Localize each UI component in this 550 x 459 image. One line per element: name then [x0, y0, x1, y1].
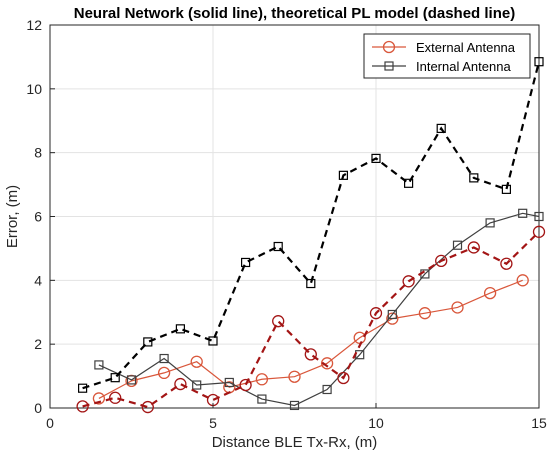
x-tick-label: 0	[46, 415, 54, 431]
data-point	[77, 383, 88, 393]
series-line	[82, 231, 540, 409]
series-nn-internal-antenna	[94, 208, 544, 411]
data-point	[273, 241, 283, 252]
x-tick-label: 5	[209, 415, 217, 431]
grid	[50, 25, 539, 408]
tick-labels: 0 5 10 15 0 2 4 6 8 10 12	[26, 17, 547, 431]
data-point	[224, 377, 234, 388]
data-point	[289, 400, 300, 411]
data-point	[501, 184, 511, 194]
y-axis-label: Error, (m)	[4, 185, 21, 248]
y-tick-label: 6	[34, 209, 42, 225]
data-point	[485, 218, 495, 228]
data-point	[208, 336, 218, 346]
data-point	[239, 378, 252, 392]
data-point	[404, 178, 414, 188]
data-point	[469, 173, 479, 183]
y-tick-label: 10	[26, 81, 42, 97]
data-point	[159, 353, 169, 364]
y-tick-label: 12	[26, 17, 42, 33]
legend-item-external-antenna: External Antenna	[372, 40, 516, 55]
data-point	[272, 315, 285, 328]
data-point	[175, 324, 185, 334]
series-pl-internal-antenna	[77, 57, 544, 393]
data-point	[320, 357, 334, 370]
series-layer	[76, 57, 546, 414]
y-tick-label: 2	[34, 336, 42, 352]
data-point	[452, 240, 463, 250]
data-point	[518, 208, 528, 218]
data-point	[192, 380, 202, 390]
data-point	[369, 307, 383, 320]
y-tick-label: 8	[34, 145, 42, 161]
legend-label: External Antenna	[416, 40, 516, 55]
data-point	[174, 377, 187, 391]
y-tick-label: 4	[34, 272, 42, 288]
x-tick-label: 10	[368, 415, 384, 431]
data-point	[76, 400, 89, 413]
data-point	[190, 355, 203, 368]
data-point	[532, 225, 546, 238]
data-point	[288, 370, 301, 383]
series-nn-external-antenna	[92, 274, 529, 405]
data-point	[387, 309, 397, 320]
x-tick-label: 15	[531, 415, 547, 431]
data-point	[483, 286, 497, 300]
data-point	[467, 241, 480, 254]
data-point	[402, 275, 415, 288]
data-point	[241, 257, 251, 268]
data-point	[257, 394, 267, 404]
data-point	[141, 400, 154, 414]
series-pl-external-antenna	[76, 225, 546, 414]
data-point	[436, 123, 446, 134]
data-point	[451, 301, 464, 314]
legend-marker	[384, 61, 394, 71]
data-point	[255, 373, 269, 386]
series-line	[98, 212, 540, 407]
data-point	[534, 57, 544, 67]
data-point	[322, 384, 332, 395]
data-point	[306, 278, 316, 289]
x-axis-label: Distance BLE Tx-Rx, (m)	[212, 434, 378, 451]
data-point	[418, 307, 432, 320]
data-point	[500, 257, 513, 270]
data-point	[110, 373, 120, 383]
data-point	[534, 211, 544, 222]
data-point	[371, 153, 381, 164]
y-tick-label: 0	[34, 400, 42, 416]
data-point	[337, 371, 350, 385]
legend-item-internal-antenna: Internal Antenna	[372, 59, 511, 74]
data-point	[435, 254, 448, 268]
legend-label: Internal Antenna	[416, 59, 511, 74]
series-line	[82, 61, 541, 390]
data-point	[126, 375, 137, 385]
data-point	[304, 348, 317, 361]
legend-box	[363, 33, 531, 79]
data-point	[92, 392, 106, 405]
data-point	[109, 391, 122, 404]
data-point	[338, 170, 348, 180]
legend: External Antenna Internal Antenna	[363, 33, 531, 79]
data-point	[94, 360, 104, 370]
chart-title: Neural Network (solid line), theoretical…	[74, 5, 515, 22]
data-point	[386, 312, 399, 325]
legend-marker	[382, 40, 396, 54]
data-point	[516, 274, 529, 287]
data-point	[143, 337, 153, 347]
data-point	[157, 366, 171, 380]
